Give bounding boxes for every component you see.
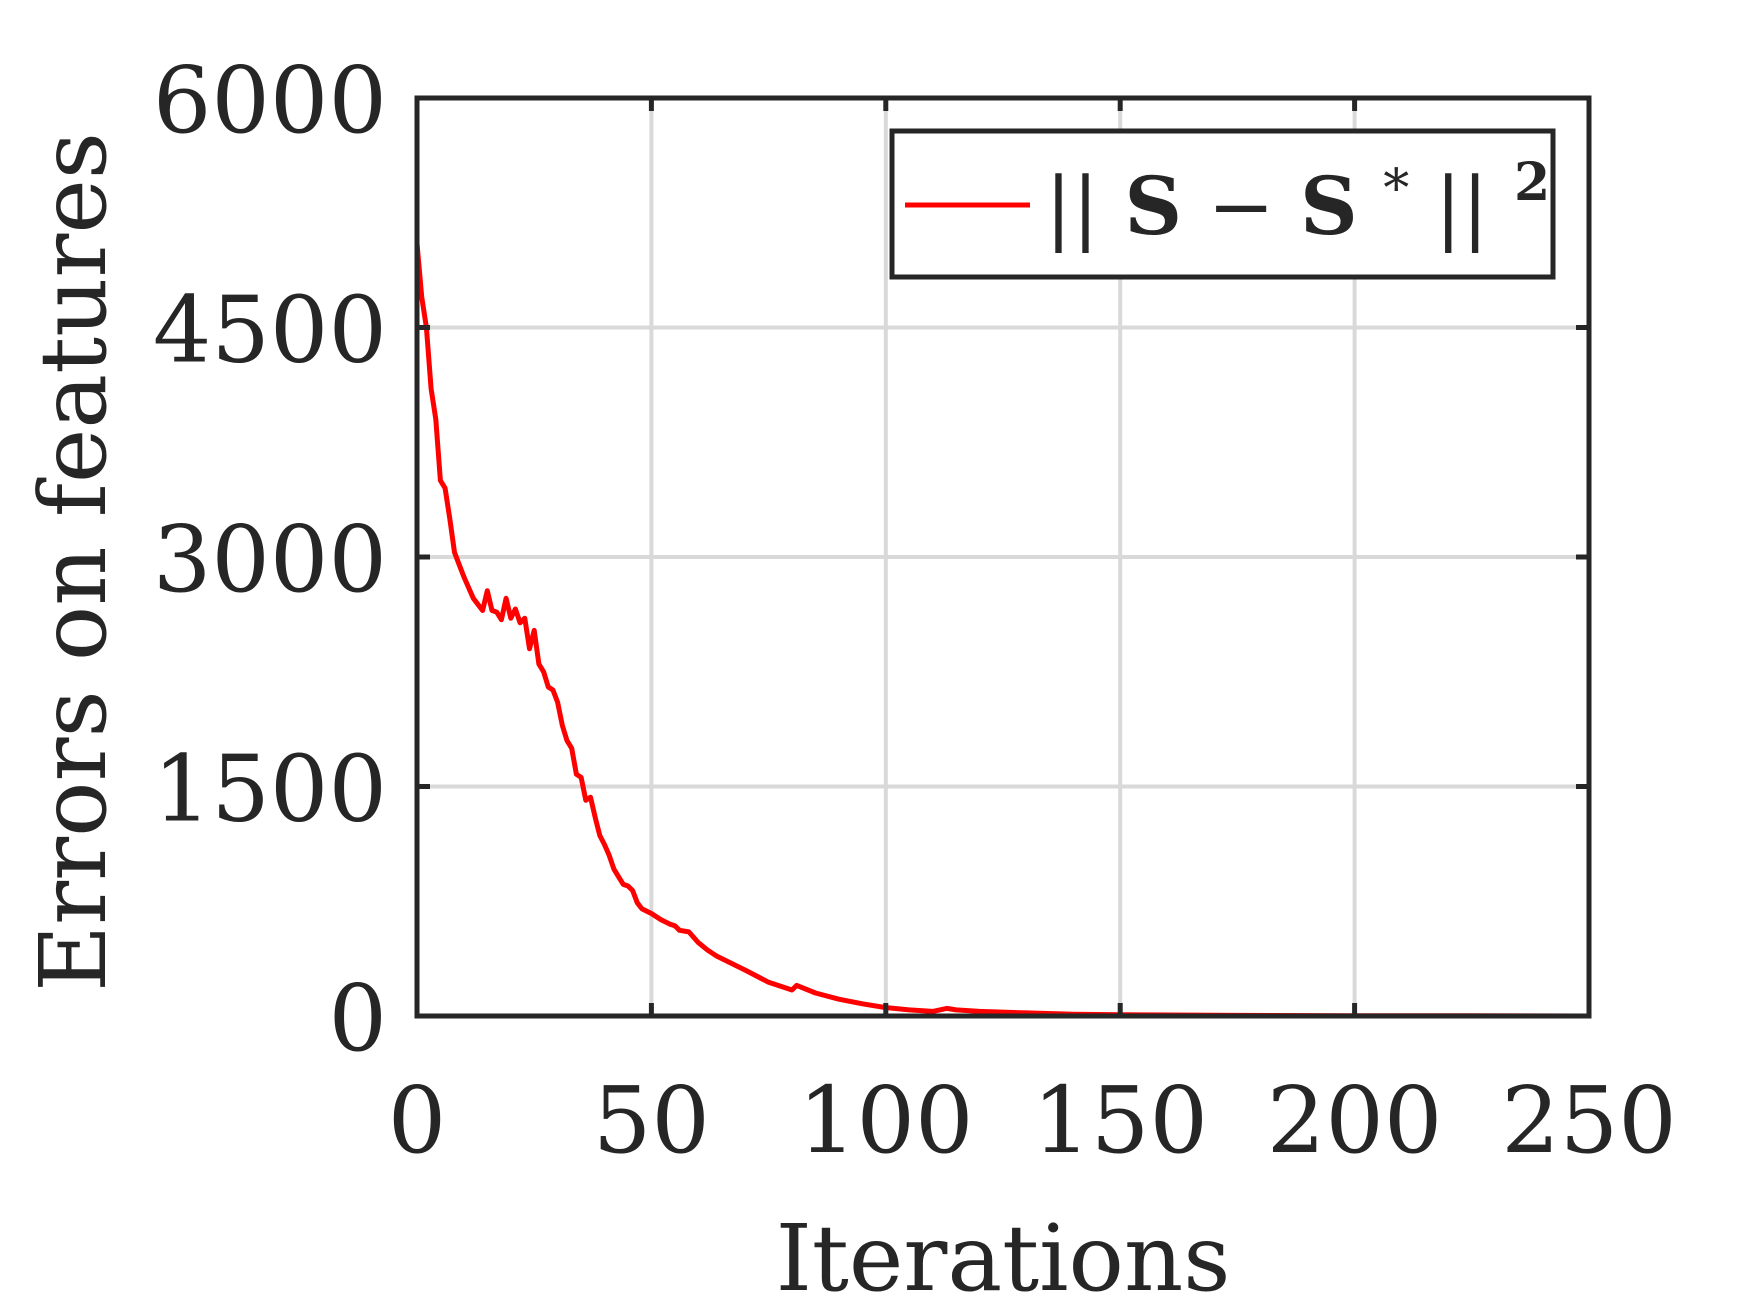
ticks xyxy=(414,95,1592,1019)
series-line-0 xyxy=(414,243,1590,1019)
x-tick-label: 250 xyxy=(1501,1067,1677,1174)
legend: || S − S * || 2 xyxy=(889,128,1556,280)
legend-base: S xyxy=(1124,159,1182,253)
legend-norm-close: || xyxy=(1435,160,1489,253)
legend-operator: − xyxy=(1208,160,1300,253)
legend-norm-open: || xyxy=(1045,160,1099,253)
x-tick-label: 0 xyxy=(388,1067,447,1174)
x-tick-labels: 0 50 100 150 200 250 xyxy=(388,1067,1677,1174)
y-tick-label: 0 xyxy=(328,965,387,1072)
x-axis-label: Iterations xyxy=(776,1205,1231,1312)
x-tick-label: 150 xyxy=(1032,1067,1208,1174)
y-tick-label: 1500 xyxy=(153,736,387,843)
series-layer xyxy=(414,243,1590,1019)
legend-star: * xyxy=(1383,159,1409,219)
legend-power: 2 xyxy=(1514,152,1550,213)
y-tick-labels: 0 1500 3000 4500 6000 xyxy=(153,47,387,1072)
x-tick-label: 200 xyxy=(1267,1067,1443,1174)
y-axis-label: Errors on features xyxy=(20,132,127,992)
legend-label: || S − S * || 2 xyxy=(1045,132,1550,253)
y-tick-label: 4500 xyxy=(153,277,387,384)
y-tick-label: 6000 xyxy=(153,47,387,154)
x-tick-label: 50 xyxy=(593,1067,710,1174)
x-tick-label: 100 xyxy=(798,1067,974,1174)
legend-term: S xyxy=(1300,159,1358,253)
y-tick-label: 3000 xyxy=(153,506,387,613)
